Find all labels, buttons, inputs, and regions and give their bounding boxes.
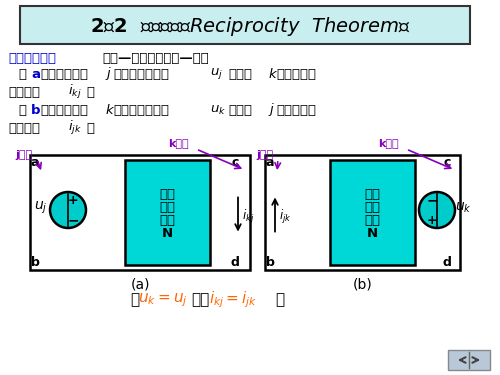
Circle shape — [50, 192, 86, 228]
Text: $i_{kj}=i_{jk}$: $i_{kj}=i_{jk}$ — [209, 290, 257, 310]
Text: $u_j$: $u_j$ — [34, 200, 48, 216]
Text: 支路中产生: 支路中产生 — [276, 68, 316, 81]
Text: 线性: 线性 — [160, 188, 176, 201]
Text: 的电流为: 的电流为 — [8, 122, 40, 135]
Text: c: c — [444, 156, 450, 170]
Text: 网络: 网络 — [364, 214, 380, 227]
FancyBboxPatch shape — [20, 6, 470, 44]
Text: 电路中，只有: 电路中，只有 — [40, 68, 88, 81]
Text: 图: 图 — [18, 68, 26, 81]
Text: j支路: j支路 — [256, 150, 273, 160]
Text: d: d — [230, 256, 239, 270]
Text: c: c — [232, 156, 238, 170]
Text: +: + — [68, 194, 78, 207]
Text: $u_j$: $u_j$ — [210, 66, 223, 81]
Text: $j$: $j$ — [105, 66, 112, 82]
Text: 。: 。 — [86, 86, 94, 99]
Text: b: b — [266, 256, 274, 270]
Text: $j$: $j$ — [268, 102, 275, 118]
Text: −: − — [67, 213, 79, 227]
Text: 第一种形式：: 第一种形式： — [8, 51, 56, 64]
Text: +: + — [426, 213, 438, 226]
Text: 支路中有电压源: 支路中有电压源 — [113, 68, 169, 81]
Text: a: a — [31, 68, 40, 81]
Text: $i_{kj}$: $i_{kj}$ — [68, 83, 82, 101]
Text: $u_k$: $u_k$ — [210, 104, 226, 117]
Text: 图: 图 — [18, 104, 26, 117]
Text: 激励—电压源，响应—电流: 激励—电压源，响应—电流 — [102, 51, 209, 64]
Text: 。: 。 — [86, 122, 94, 135]
Text: a: a — [266, 156, 274, 170]
Text: $i_{kj}$: $i_{kj}$ — [242, 209, 254, 226]
Text: $i_{jk}$: $i_{jk}$ — [279, 209, 291, 226]
Text: d: d — [442, 256, 452, 270]
Text: k支路: k支路 — [168, 138, 188, 148]
Text: 网络: 网络 — [160, 214, 176, 227]
Circle shape — [419, 192, 455, 228]
Text: 支路中产生: 支路中产生 — [276, 104, 316, 117]
Text: 线性: 线性 — [364, 188, 380, 201]
Text: (b): (b) — [352, 277, 372, 291]
Text: $i_{jk}$: $i_{jk}$ — [68, 119, 82, 137]
Text: 2．2  互易定理（$\it{Reciprocity\ \ Theorem}$）: 2．2 互易定理（$\it{Reciprocity\ \ Theorem}$） — [90, 15, 410, 38]
Text: 支路中有电压源: 支路中有电压源 — [113, 104, 169, 117]
Text: N: N — [367, 227, 378, 240]
Text: 时，: 时， — [191, 292, 209, 308]
Text: b: b — [31, 104, 40, 117]
Text: a: a — [31, 156, 39, 170]
Text: −: − — [426, 193, 438, 207]
Text: k支路: k支路 — [378, 138, 398, 148]
Text: 。: 。 — [276, 292, 284, 308]
FancyBboxPatch shape — [125, 160, 210, 265]
Text: $u_k=u_j$: $u_k=u_j$ — [138, 291, 188, 309]
FancyBboxPatch shape — [330, 160, 415, 265]
Text: 当: 当 — [130, 292, 140, 308]
Text: 电路中，只有: 电路中，只有 — [40, 104, 88, 117]
Text: (a): (a) — [130, 277, 150, 291]
Text: 电阻: 电阻 — [364, 201, 380, 214]
Text: $u_k$: $u_k$ — [454, 201, 471, 215]
Text: ，其在: ，其在 — [228, 68, 252, 81]
Text: j支路: j支路 — [15, 150, 32, 160]
Text: 电阻: 电阻 — [160, 201, 176, 214]
Text: b: b — [30, 256, 40, 270]
Text: ，其在: ，其在 — [228, 104, 252, 117]
Text: N: N — [162, 227, 173, 240]
FancyBboxPatch shape — [448, 350, 490, 370]
Text: $k$: $k$ — [268, 67, 278, 81]
Text: $k$: $k$ — [105, 103, 115, 117]
Text: 的电流为: 的电流为 — [8, 86, 40, 99]
